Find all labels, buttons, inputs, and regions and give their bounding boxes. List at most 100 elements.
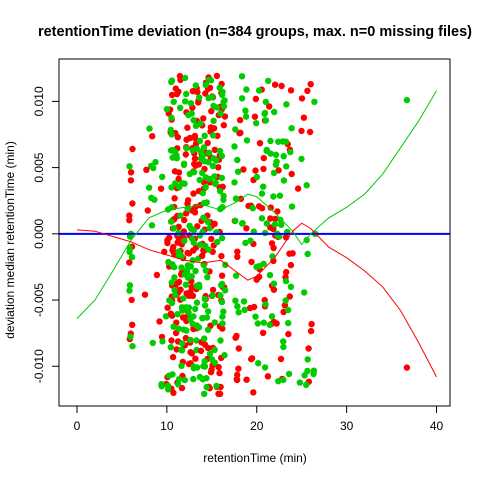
green-point-382 bbox=[201, 390, 208, 398]
red-point-505 bbox=[267, 204, 274, 211]
green-point-600 bbox=[282, 297, 289, 304]
red-point-541 bbox=[232, 334, 239, 341]
green-point-36 bbox=[152, 158, 159, 166]
red-point-111 bbox=[184, 249, 191, 257]
green-point-647 bbox=[272, 161, 280, 168]
green-point-406 bbox=[203, 383, 210, 391]
green-point-453 bbox=[196, 284, 203, 291]
green-point-275 bbox=[178, 253, 185, 260]
green-point-22 bbox=[126, 163, 133, 170]
green-point-594 bbox=[285, 370, 293, 378]
green-point-238 bbox=[180, 161, 188, 169]
green-point-271 bbox=[175, 248, 182, 255]
green-point-234 bbox=[190, 363, 197, 370]
y-tick-label: 0.000 bbox=[32, 218, 46, 248]
green-point-617 bbox=[242, 239, 249, 247]
green-point-584 bbox=[258, 215, 266, 222]
red-point-167 bbox=[183, 136, 190, 143]
green-point-421 bbox=[199, 169, 206, 177]
green-point-37 bbox=[145, 184, 153, 191]
x-tick-label: 40 bbox=[430, 419, 444, 433]
green-point-667 bbox=[310, 367, 318, 374]
green-point-213 bbox=[187, 336, 194, 344]
y-tick-label: -0.010 bbox=[32, 349, 46, 383]
green-point-200 bbox=[174, 311, 181, 318]
smoothing-curves bbox=[76, 90, 437, 378]
green-point-469 bbox=[196, 94, 203, 101]
green-point-429 bbox=[201, 295, 208, 303]
green-point-605 bbox=[285, 319, 292, 327]
red-point-5 bbox=[128, 296, 135, 304]
green-point-476 bbox=[204, 218, 212, 226]
green-point-268 bbox=[177, 346, 185, 354]
green-point-620 bbox=[240, 298, 248, 305]
green-point-384 bbox=[218, 174, 226, 182]
green-point-451 bbox=[209, 162, 217, 170]
green-point-616 bbox=[276, 192, 284, 199]
green-point-283 bbox=[183, 269, 191, 276]
green-point-34 bbox=[149, 339, 156, 347]
green-point-284 bbox=[168, 78, 175, 86]
green-point-566 bbox=[258, 190, 266, 197]
red-point-496 bbox=[288, 170, 295, 178]
red-point-166 bbox=[175, 278, 183, 286]
green-point-611 bbox=[278, 221, 285, 228]
red-point-655 bbox=[298, 127, 305, 135]
green-point-585 bbox=[247, 237, 254, 244]
green-point-253 bbox=[189, 257, 196, 264]
green-point-267 bbox=[179, 307, 186, 314]
green-point-571 bbox=[266, 271, 274, 279]
green-smoothing-curve bbox=[76, 90, 437, 319]
red-point-550 bbox=[260, 154, 267, 162]
green-point-261 bbox=[169, 154, 176, 161]
red-point-554 bbox=[286, 293, 293, 300]
green-point-258 bbox=[192, 82, 199, 89]
green-point-222 bbox=[181, 237, 188, 245]
y-axis-label: deviation median retentionTime (min) bbox=[3, 141, 17, 339]
green-point-180 bbox=[190, 375, 197, 383]
red-point-303 bbox=[216, 369, 223, 377]
green-point-568 bbox=[255, 360, 262, 367]
red-point-500 bbox=[256, 140, 264, 147]
green-point-626 bbox=[277, 216, 284, 224]
green-point-241 bbox=[172, 292, 179, 299]
green-point-629 bbox=[253, 173, 261, 181]
red-point-368 bbox=[208, 366, 215, 373]
green-point-562 bbox=[287, 148, 294, 156]
red-point-138 bbox=[171, 168, 179, 175]
red-point-355 bbox=[197, 347, 205, 354]
green-point-445 bbox=[221, 287, 229, 294]
red-point-497 bbox=[264, 373, 272, 380]
green-point-226 bbox=[168, 279, 175, 286]
red-point-479 bbox=[278, 82, 285, 90]
red-point-314 bbox=[215, 363, 222, 371]
green-point-471 bbox=[217, 205, 224, 213]
green-point-430 bbox=[219, 320, 226, 327]
red-point-551 bbox=[250, 389, 257, 396]
green-point-454 bbox=[213, 382, 220, 390]
green-point-204 bbox=[174, 381, 182, 388]
red-point-484 bbox=[255, 273, 263, 281]
red-point-372 bbox=[207, 124, 215, 131]
green-point-266 bbox=[182, 98, 189, 105]
green-point-460 bbox=[202, 242, 209, 250]
red-point-534 bbox=[268, 240, 276, 247]
green-point-218 bbox=[181, 74, 189, 82]
green-point-39 bbox=[148, 222, 156, 229]
red-point-656 bbox=[300, 114, 308, 121]
red-point-648 bbox=[306, 128, 314, 136]
x-tick-label: 30 bbox=[340, 419, 354, 433]
x-tick-label: 10 bbox=[160, 419, 174, 433]
green-point-622 bbox=[282, 277, 290, 285]
green-point-192 bbox=[168, 114, 175, 122]
red-point-27 bbox=[157, 185, 165, 192]
green-point-383 bbox=[214, 238, 221, 246]
green-point-273 bbox=[186, 222, 193, 229]
green-point-578 bbox=[260, 319, 267, 326]
green-point-280 bbox=[164, 386, 172, 393]
green-point-444 bbox=[216, 187, 224, 195]
green-point-599 bbox=[262, 98, 269, 106]
green-point-248 bbox=[171, 286, 178, 294]
green-point-587 bbox=[272, 151, 280, 158]
